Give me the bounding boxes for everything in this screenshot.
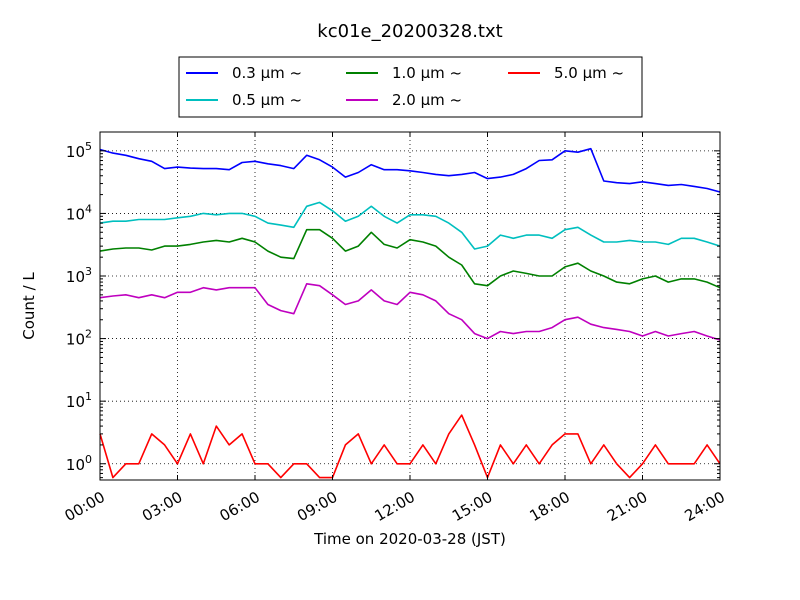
y-tick-label: 100 <box>66 453 92 474</box>
y-tick-label: 104 <box>66 202 92 223</box>
y-tick-label: 103 <box>66 265 92 286</box>
y-tick-label: 105 <box>66 140 92 161</box>
axis-ticks <box>99 132 721 480</box>
y-tick-label: 101 <box>66 390 92 411</box>
legend-label-2: 0.5 μm ~ <box>232 91 302 109</box>
legend: 0.3 μm ~ 0.5 μm ~ 1.0 μm ~ 2.0 μm ~ 5.0 μm ~ <box>178 56 643 118</box>
legend-label-5: 5.0 μm ~ <box>554 64 624 82</box>
series-line-5 <box>99 414 721 479</box>
legend-label-3: 1.0 μm ~ <box>392 64 462 82</box>
legend-label-1: 0.3 μm ~ <box>232 64 302 82</box>
series-layer <box>99 147 721 479</box>
legend-box <box>178 56 643 118</box>
chart-title: kc01e_20200328.txt <box>317 21 502 42</box>
y-tick-labels: 100 101 102 103 104 105 <box>66 140 92 474</box>
y-tick-label: 102 <box>66 328 92 349</box>
series-line-2 <box>99 201 721 250</box>
x-axis-label: Time on 2020-03-28 (JST) <box>313 530 506 548</box>
y-axis-label: Count / L <box>20 272 38 340</box>
series-line-4 <box>99 282 721 341</box>
series-line-1 <box>99 147 721 193</box>
legend-label-4: 2.0 μm ~ <box>392 91 462 109</box>
series-line-3 <box>99 228 721 289</box>
